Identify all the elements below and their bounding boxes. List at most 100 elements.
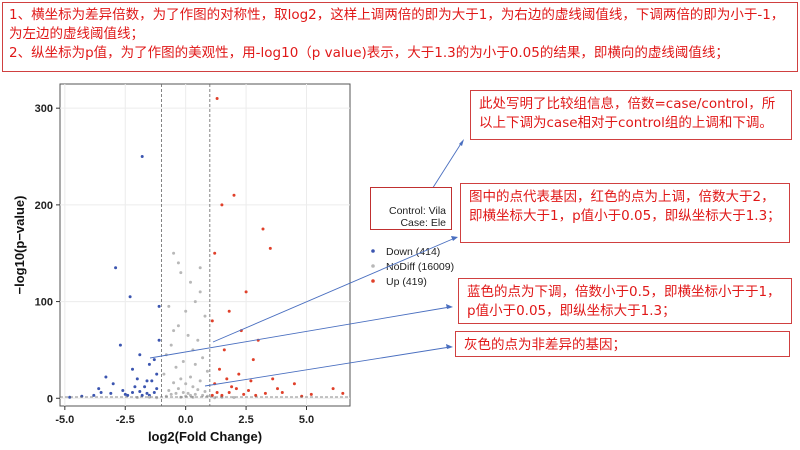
legend-marker (371, 264, 375, 268)
data-point (222, 348, 226, 352)
data-point (176, 261, 180, 265)
x-tick-label: 2.5 (238, 414, 253, 426)
data-point (145, 391, 149, 395)
data-point (213, 251, 217, 255)
data-point (201, 356, 205, 360)
data-point (210, 319, 214, 323)
x-tick-label: -2.5 (116, 414, 135, 426)
data-point (92, 393, 96, 397)
data-point (198, 379, 202, 383)
data-point (111, 382, 115, 386)
plot-panel (59, 83, 351, 407)
data-point (97, 387, 101, 391)
arrowhead-blue-points (446, 304, 453, 309)
annotation-arrows (149, 139, 464, 387)
data-point (152, 391, 156, 394)
arrow-red-points (212, 237, 456, 343)
data-point (251, 358, 255, 362)
comparison-info-box: Control: Vila Case: Ele (370, 187, 452, 230)
data-point (271, 377, 275, 381)
data-point (189, 280, 192, 284)
data-point (203, 390, 207, 393)
data-point (276, 387, 279, 391)
data-point (133, 385, 137, 389)
data-point (176, 387, 180, 391)
data-point (167, 304, 171, 308)
data-point (123, 392, 127, 396)
data-point (181, 391, 185, 394)
data-point (155, 372, 159, 376)
data-point (147, 395, 151, 399)
data-point (225, 377, 229, 381)
y-axis-title: −log10(p−value) (12, 196, 27, 295)
legend-marker (371, 279, 375, 283)
data-point (232, 193, 236, 197)
arrow-blue-points (149, 306, 451, 359)
data-point (234, 387, 238, 391)
data-point (191, 385, 195, 389)
data-point (68, 395, 72, 399)
data-point (152, 358, 156, 362)
x-tick-label: -5.0 (55, 414, 74, 426)
red-points-callout: 图中的点代表基因，红色的点为上调，倍数大于2，即横坐标大于1，p值小于0.05，… (460, 183, 790, 243)
data-point (181, 360, 185, 363)
data-point (143, 385, 147, 389)
data-point (172, 251, 176, 255)
data-point (232, 396, 236, 399)
control-value: Vila (428, 205, 446, 217)
case-group-line: Case: Ele (400, 217, 446, 229)
data-point (128, 295, 132, 299)
data-point (242, 392, 246, 396)
data-point (135, 396, 139, 399)
case-value: Ele (430, 217, 446, 229)
data-point (162, 372, 166, 376)
data-point (138, 390, 142, 393)
data-point (205, 369, 209, 373)
data-point (145, 379, 149, 383)
data-point (268, 246, 272, 250)
legend-label: NoDiff (16009) (386, 261, 454, 273)
data-point (157, 338, 161, 342)
data-point (331, 387, 335, 391)
arrowhead-gray-points (446, 344, 453, 349)
data-point (186, 333, 190, 337)
data-point (176, 324, 180, 328)
data-point (186, 391, 190, 395)
y-tick-label: 0 (47, 393, 53, 405)
data-point (155, 387, 159, 391)
data-point (109, 391, 113, 395)
data-point (189, 393, 192, 397)
data-point (193, 392, 197, 396)
data-point (169, 343, 173, 347)
arrow-gray-points (204, 346, 451, 387)
data-point (184, 382, 188, 386)
data-point (150, 379, 154, 383)
data-point (114, 266, 118, 270)
data-point (179, 377, 183, 381)
y-tick-label: 100 (35, 297, 53, 309)
data-point (198, 266, 202, 270)
case-label: Case: (400, 217, 428, 229)
legend: Down (414) NoDiff (16009) Up (419) (371, 246, 454, 288)
data-point (179, 271, 183, 275)
data-point (169, 392, 173, 396)
data-point (210, 393, 214, 397)
data-point (201, 393, 205, 397)
data-point (167, 389, 171, 392)
data-point (172, 381, 176, 385)
data-point (157, 304, 161, 308)
data-point (140, 155, 144, 158)
data-point (218, 367, 221, 371)
data-point (131, 367, 134, 371)
data-point (104, 375, 108, 379)
data-point (196, 338, 200, 342)
blue-points-callout: 蓝色的点为下调，倍数小于0.5，即横坐标小于于1，p值小于0.05，即纵坐标大于… (458, 278, 792, 324)
data-point (215, 391, 219, 394)
legend-label: Up (419) (386, 276, 427, 288)
data-point (220, 203, 224, 207)
data-point (280, 391, 284, 394)
data-point (118, 343, 122, 347)
comparison-callout: 此处写明了比较组信息，倍数=case/control，所以上下调为case相对于… (470, 90, 792, 140)
y-tick-label: 200 (35, 200, 53, 212)
